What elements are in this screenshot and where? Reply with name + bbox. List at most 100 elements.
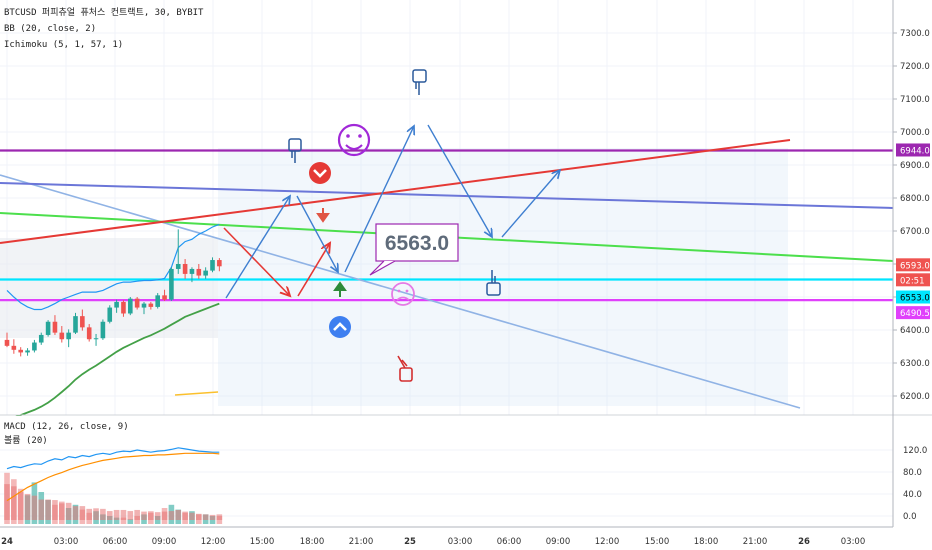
candle-body <box>175 264 181 269</box>
macd-label[interactable]: MACD (12, 26, close, 9) <box>4 422 129 432</box>
price-tick-label: 6900.0 <box>900 161 930 171</box>
time-tick-label: 06:00 <box>103 537 128 547</box>
price-tag-label: 02:51 <box>900 276 925 286</box>
price-tag-box <box>896 306 930 320</box>
candle-body <box>45 321 51 335</box>
time-tick-label: 24 <box>1 537 13 547</box>
macd-histogram <box>4 484 223 520</box>
arrow-up-icon[interactable] <box>333 281 347 297</box>
candle-body <box>182 264 188 274</box>
histogram-bar <box>79 506 86 520</box>
price-tag-box <box>896 290 930 304</box>
price-tag: 6553.0 <box>896 290 930 304</box>
time-tick-label: 15:00 <box>250 537 275 547</box>
pointing-hand-up-icon[interactable] <box>486 270 501 296</box>
histogram-bar <box>175 509 182 520</box>
histogram-bar <box>17 491 24 520</box>
histogram-bar <box>45 499 51 520</box>
callout-label: 6563.0 <box>385 232 449 255</box>
histogram-bar <box>11 486 17 520</box>
candle-body <box>73 316 78 333</box>
red-arrow-up <box>297 243 330 297</box>
time-tick-label: 26 <box>798 537 810 547</box>
time-tick-label: 09:00 <box>546 537 571 547</box>
pointing-hand-down-icon-2[interactable] <box>412 69 427 95</box>
projection-zone <box>218 148 788 406</box>
price-tag: 6490.5 <box>896 306 930 320</box>
time-tick-label: 21:00 <box>349 537 374 547</box>
histogram-bar <box>65 502 72 520</box>
arrow-down-icon[interactable] <box>316 208 330 223</box>
price-tick-label: 7200.0 <box>900 62 930 72</box>
histogram-bar <box>86 508 92 520</box>
time-tick-label: 06:00 <box>497 537 522 547</box>
blue-arrow-5 <box>501 170 560 238</box>
volume-bar <box>127 519 134 524</box>
time-tick-label: 21:00 <box>743 537 768 547</box>
histogram-bar <box>182 511 188 520</box>
blue-arrow-4 <box>427 124 492 237</box>
candle-body <box>38 334 44 343</box>
price-tag: 6944.0 <box>896 143 930 157</box>
candle-body <box>217 260 222 267</box>
signal-line <box>6 452 220 502</box>
sad-face-icon[interactable] <box>391 282 415 306</box>
time-tick-label: 09:00 <box>152 537 177 547</box>
candle-body <box>196 268 202 276</box>
candle-body <box>80 316 85 328</box>
time-tick-label: 03:00 <box>448 537 473 547</box>
blue-arrow-3 <box>344 126 414 273</box>
macd-tick-label: 80.0 <box>903 468 922 478</box>
candle-body <box>141 303 147 308</box>
candle-body <box>155 295 160 307</box>
histogram-bar <box>154 512 161 520</box>
red-arrow-down <box>223 227 290 296</box>
candle-body <box>203 270 208 276</box>
smiley-icon[interactable] <box>337 123 371 157</box>
histogram-bar <box>148 512 154 520</box>
bb-label[interactable]: BB (20, close, 2) <box>4 24 96 34</box>
histogram-bar <box>106 511 113 520</box>
price-axis[interactable]: 7300.0 7200.0 7100.0 7000.0 6900.0 6800.0 6700… <box>893 29 930 402</box>
macd-tick-label: 120.0 <box>903 446 927 456</box>
candle-body <box>32 342 37 351</box>
time-axis[interactable]: 24 03:00 06:00 09:00 12:00 15:00 18:00 21:00 25 0… <box>1 537 865 547</box>
price-callout[interactable]: 6563.0 <box>369 223 459 276</box>
candle-body <box>189 268 195 274</box>
red-trendline[interactable] <box>0 139 791 244</box>
price-tag-label: 6944.0 <box>900 146 930 156</box>
candle-body <box>107 307 113 322</box>
candle-body <box>11 345 17 350</box>
chevron-down-circle-icon[interactable] <box>309 162 331 184</box>
ichimoku-yellow-line <box>174 391 219 396</box>
histogram-bar <box>93 508 99 520</box>
pointing-hand-down-icon-1[interactable] <box>288 138 302 163</box>
macd-axis[interactable]: 120.0 80.0 40.0 0.0 <box>903 446 927 522</box>
histogram-bar <box>100 508 106 520</box>
ichimoku-label[interactable]: Ichimoku (5, 1, 57, 1) <box>4 40 123 50</box>
histogram-bar <box>209 514 216 520</box>
forecast-arrows[interactable] <box>223 124 560 299</box>
time-tick-label: 03:00 <box>841 537 866 547</box>
price-tag-label: 6490.5 <box>900 309 930 319</box>
pointing-hand-red-icon[interactable] <box>397 355 413 382</box>
candle-body <box>59 332 65 340</box>
macd-line <box>6 447 220 470</box>
histogram-bar <box>141 511 147 520</box>
volume-label[interactable]: 볼륨 (20) <box>4 435 48 446</box>
blue-resistance-line[interactable] <box>0 182 894 209</box>
histogram-bar <box>161 511 168 520</box>
price-tag: 02:51 <box>896 273 930 287</box>
horizontal-levels <box>0 149 893 302</box>
histogram-bar <box>216 514 223 520</box>
blue-arrow-2 <box>296 195 338 272</box>
price-tick-label: 6800.0 <box>900 194 930 204</box>
symbol-line: BTCUSD 퍼피츄얼 퓨처스 컨트랙트, 30, BYBIT <box>4 6 204 18</box>
price-pane[interactable] <box>0 0 893 415</box>
histogram-bar <box>168 511 175 520</box>
candle-body <box>148 303 154 307</box>
chevron-up-circle-icon[interactable] <box>329 316 351 338</box>
histogram-bar <box>59 503 65 520</box>
price-tick-label: 6700.0 <box>900 227 930 237</box>
